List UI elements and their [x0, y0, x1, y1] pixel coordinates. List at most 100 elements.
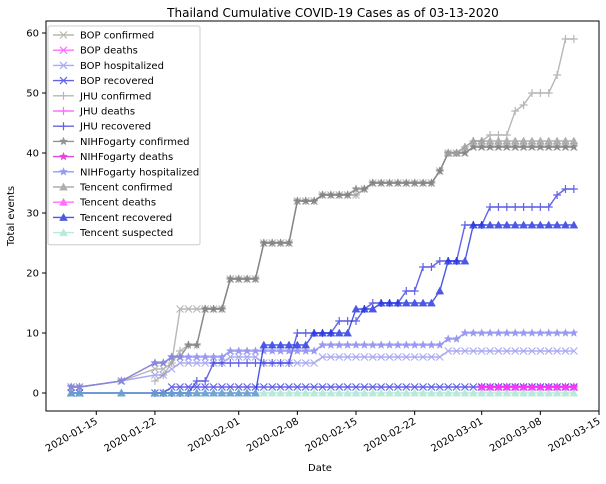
data-point: [209, 352, 219, 361]
data-point: [510, 142, 520, 151]
data-point: [519, 347, 528, 355]
data-point: [250, 274, 260, 283]
data-point: [402, 353, 411, 361]
data-point: [410, 340, 420, 349]
data-point: [317, 340, 328, 349]
data-point: [352, 383, 360, 391]
data-point: [268, 383, 277, 391]
data-point: [560, 142, 571, 151]
data-point: [468, 142, 478, 151]
data-point: [477, 388, 487, 397]
data-point: [494, 136, 503, 145]
data-point: [435, 257, 444, 265]
data-point: [116, 376, 126, 385]
data-point: [535, 142, 545, 151]
data-point: [393, 383, 402, 391]
data-point: [418, 178, 428, 187]
data-point: [217, 304, 227, 313]
data-point: [460, 256, 470, 265]
data-point: [192, 352, 202, 361]
data-point: [569, 328, 579, 337]
data-point: [561, 347, 570, 355]
data-point: [385, 340, 395, 349]
data-point: [569, 35, 578, 43]
data-point: [527, 142, 537, 151]
data-point: [334, 190, 344, 199]
legend-marker: [59, 76, 68, 85]
data-point: [201, 359, 210, 367]
data-point: [209, 359, 218, 367]
data-point: [468, 136, 478, 145]
legend-label: BOP recovered: [80, 76, 154, 87]
data-point: [175, 388, 185, 397]
data-point: [192, 305, 201, 313]
data-point: [309, 328, 319, 337]
data-point: [301, 383, 310, 391]
data-point: [301, 346, 311, 355]
data-point: [376, 178, 386, 187]
data-point: [243, 359, 252, 367]
data-point: [292, 346, 302, 355]
data-point: [569, 347, 578, 355]
data-point: [318, 328, 327, 337]
data-point: [502, 142, 512, 151]
data-point: [419, 353, 427, 361]
data-point: [385, 383, 394, 391]
data-point: [469, 347, 478, 355]
data-point: [276, 383, 285, 391]
data-point: [368, 304, 378, 313]
y-tick-label: 30: [26, 209, 39, 220]
legend-item-nihfogarty-deaths: [53, 151, 74, 161]
data-point: [259, 238, 269, 247]
data-point: [226, 353, 235, 361]
data-point: [234, 383, 243, 391]
data-point: [301, 329, 310, 337]
data-point: [335, 353, 344, 361]
data-point: [569, 142, 579, 151]
data-point: [443, 388, 453, 397]
legend-label: BOP deaths: [80, 46, 138, 57]
data-point: [427, 263, 436, 271]
data-point: [159, 371, 168, 379]
data-point: [259, 383, 268, 391]
data-point: [217, 388, 227, 397]
data-point: [385, 298, 394, 307]
data-point: [452, 347, 461, 355]
data-point: [435, 388, 445, 397]
legend-box: [47, 25, 201, 246]
data-point: [552, 220, 562, 229]
data-point: [377, 353, 386, 361]
data-point: [175, 352, 185, 361]
data-point: [527, 328, 537, 337]
data-point: [318, 383, 327, 391]
data-point: [284, 359, 293, 367]
data-point: [544, 328, 554, 337]
y-tick-label: 50: [26, 89, 39, 100]
data-point: [293, 340, 302, 349]
data-point: [335, 383, 344, 391]
data-point: [536, 136, 545, 145]
data-point: [528, 347, 536, 355]
legend-marker: [59, 61, 68, 70]
data-point: [544, 136, 554, 145]
data-point: [267, 340, 277, 349]
data-point: [486, 347, 495, 355]
data-point: [527, 388, 537, 397]
series-line-bop-hospitalized: [71, 350, 574, 388]
data-point: [418, 298, 428, 307]
data-point: [368, 383, 377, 391]
data-point: [494, 203, 503, 211]
data-point: [150, 377, 159, 385]
data-point: [351, 184, 361, 193]
data-point: [276, 359, 285, 367]
data-point: [243, 353, 252, 361]
data-point: [569, 220, 579, 229]
y-tick-label: 60: [26, 29, 39, 40]
data-point: [309, 346, 319, 355]
data-point: [468, 328, 478, 337]
legend: BOP confirmed BOP deaths BOP hospitalized B…: [47, 25, 201, 246]
data-point: [561, 388, 570, 397]
data-point: [460, 221, 469, 229]
legend-label: Tencent suspected: [79, 228, 173, 239]
data-point: [435, 383, 444, 391]
